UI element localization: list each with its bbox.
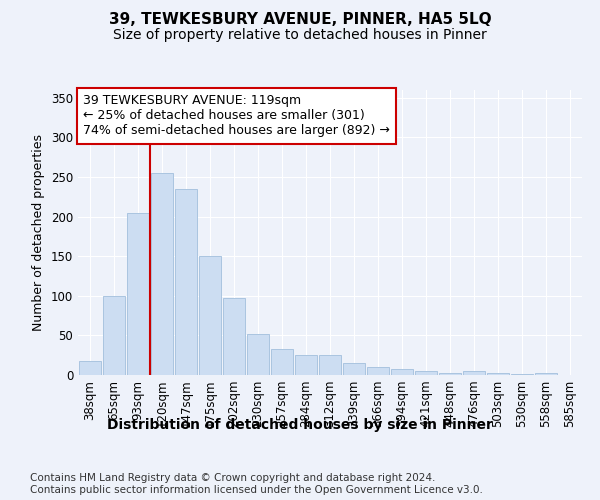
Bar	[535, 374, 557, 375]
Text: 39, TEWKESBURY AVENUE, PINNER, HA5 5LQ: 39, TEWKESBURY AVENUE, PINNER, HA5 5LQ	[109, 12, 491, 28]
Bar	[391, 368, 413, 375]
Bar	[103, 296, 125, 375]
Bar	[127, 212, 149, 375]
Bar	[295, 355, 317, 375]
Bar	[415, 371, 437, 375]
Text: 39 TEWKESBURY AVENUE: 119sqm
← 25% of detached houses are smaller (301)
74% of s: 39 TEWKESBURY AVENUE: 119sqm ← 25% of de…	[83, 94, 390, 138]
Y-axis label: Number of detached properties: Number of detached properties	[32, 134, 46, 331]
Bar	[343, 363, 365, 375]
Bar	[79, 361, 101, 375]
Bar	[367, 367, 389, 375]
Bar	[487, 374, 509, 375]
Bar	[439, 372, 461, 375]
Bar	[175, 189, 197, 375]
Text: Contains HM Land Registry data © Crown copyright and database right 2024.
Contai: Contains HM Land Registry data © Crown c…	[30, 474, 483, 495]
Bar	[247, 334, 269, 375]
Bar	[271, 349, 293, 375]
Bar	[199, 256, 221, 375]
Bar	[319, 355, 341, 375]
Text: Size of property relative to detached houses in Pinner: Size of property relative to detached ho…	[113, 28, 487, 42]
Bar	[511, 374, 533, 375]
Bar	[463, 371, 485, 375]
Bar	[223, 298, 245, 375]
Text: Distribution of detached houses by size in Pinner: Distribution of detached houses by size …	[107, 418, 493, 432]
Bar	[151, 173, 173, 375]
